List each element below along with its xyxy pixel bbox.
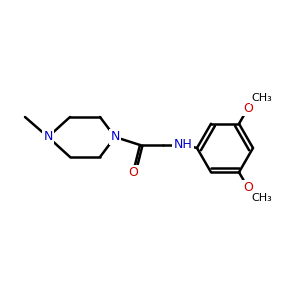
Text: CH₃: CH₃: [252, 193, 272, 203]
Text: CH₃: CH₃: [252, 93, 272, 103]
Text: O: O: [243, 181, 253, 194]
Text: O: O: [243, 102, 253, 115]
Text: N: N: [110, 130, 120, 143]
Text: NH: NH: [174, 139, 192, 152]
Text: O: O: [128, 167, 138, 179]
Text: N: N: [43, 130, 53, 143]
